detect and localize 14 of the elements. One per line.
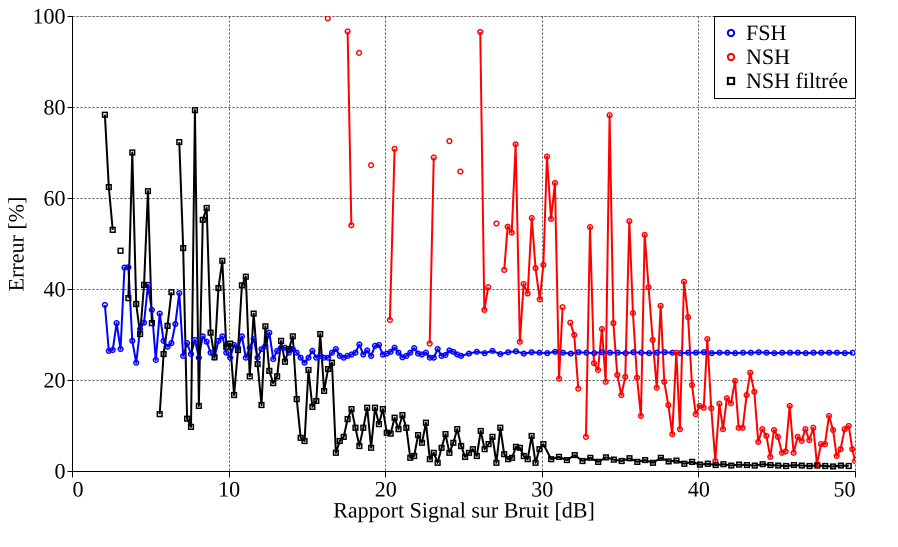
x-tick-label: 0 (72, 476, 84, 502)
legend-label: NSH (746, 44, 790, 69)
y-tick-label: 0 (54, 458, 66, 484)
y-tick-label: 40 (44, 276, 66, 302)
x-tick-label: 10 (218, 476, 240, 502)
y-tick-label: 20 (44, 368, 66, 392)
y-tick-label: 80 (44, 94, 66, 120)
y-tick-label: 60 (44, 186, 66, 210)
x-tick-label: 50 (834, 476, 856, 502)
y-tick-label: 100 (32, 4, 66, 28)
legend-label: NSH filtrée (746, 68, 848, 93)
x-tick-label: 40 (688, 476, 710, 502)
y-axis-title: Erreur [%] (4, 196, 28, 292)
legend-label: FSH (746, 20, 786, 45)
